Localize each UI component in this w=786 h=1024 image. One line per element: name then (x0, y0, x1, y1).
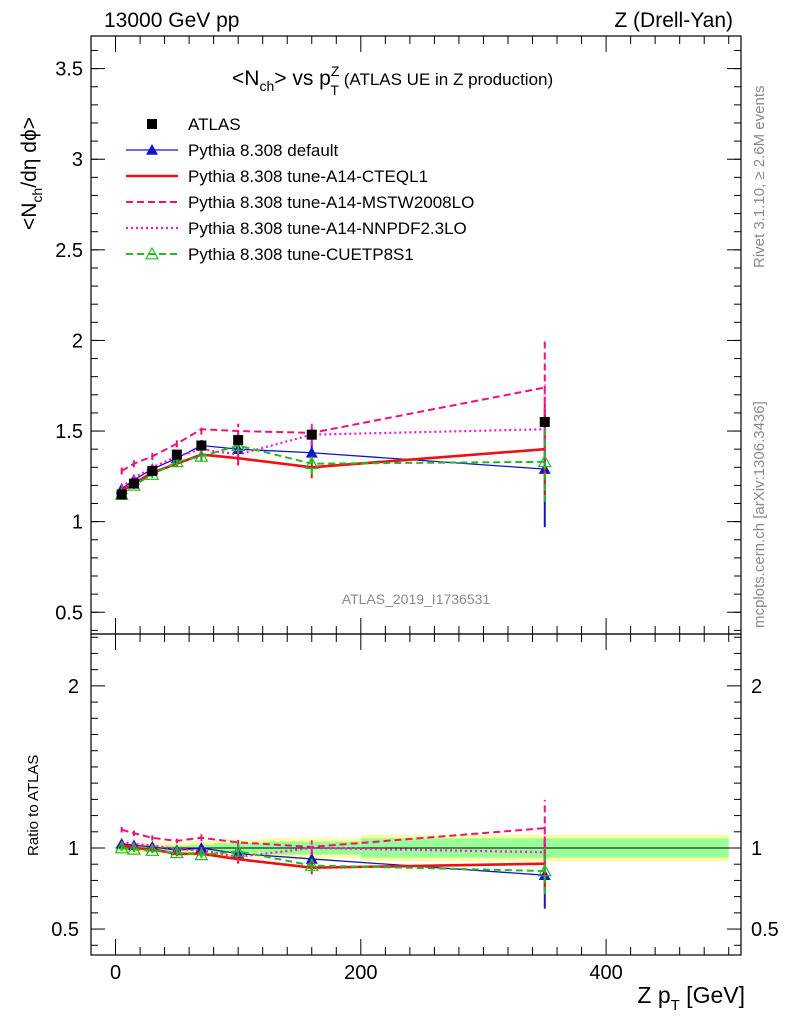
y-tick-label: 2.5 (55, 240, 83, 262)
data-point (233, 435, 244, 446)
ratio-panel: 0.5 0.5 1 1 2 2 0 200 400 (51, 633, 779, 984)
header-left: 13000 GeV pp (104, 9, 239, 32)
ratio-y-tick-label-right: 1 (751, 838, 762, 860)
ratio-y-tick-label: 0.5 (51, 919, 79, 941)
legend-label: Pythia 8.308 tune-A14-MSTW2008LO (188, 193, 474, 212)
legend-label: Pythia 8.308 tune-A14-CTEQL1 (188, 167, 428, 186)
legend-label: Pythia 8.308 tune-A14-NNPDF2.3LO (188, 219, 467, 238)
y-tick-label: 2 (72, 330, 83, 352)
series-line (121, 444, 545, 496)
ratio-frame (90, 633, 742, 956)
ratio-series-line (121, 841, 545, 859)
y-tick-label: 0.5 (55, 602, 83, 624)
ratio-series-line (121, 827, 545, 848)
series-point (304, 456, 319, 470)
y-tick-label: 1 (72, 512, 83, 534)
series-line (121, 428, 545, 489)
data-point (171, 449, 182, 460)
legend-marker (144, 246, 160, 260)
y-tick-label: 3.5 (55, 59, 83, 81)
ratio-y-tick-label: 1 (68, 838, 79, 860)
x-tick-label: 400 (589, 962, 622, 984)
x-axis-label: Z pT [GeV] (637, 982, 745, 1014)
x-tick-label: 0 (110, 962, 121, 984)
series-point (305, 446, 318, 458)
rivet-label: Rivet 3.1.10, ≥ 2.6M events (751, 86, 768, 269)
y-tick-label: 1.5 (55, 421, 83, 443)
series-line (121, 444, 545, 490)
x-tick-label: 200 (344, 962, 377, 984)
ratio-series-point (126, 842, 141, 855)
data-point (306, 429, 317, 440)
analysis-watermark: ATLAS_2019_I1736531 (342, 591, 491, 607)
chart-title: <Nch> vs pZ T (ATLAS UE in Z production) (232, 63, 553, 98)
ratio-series-point (537, 863, 552, 877)
data-point (539, 416, 550, 427)
data-point (128, 478, 139, 489)
ratio-y-tick-label: 2 (68, 676, 79, 698)
ratio-series-point (194, 847, 209, 861)
ratio-series-point (169, 845, 184, 859)
data-point (147, 465, 158, 476)
legend-marker-data (147, 119, 157, 129)
legend-label: Pythia 8.308 default (188, 141, 339, 160)
ratio-series-point (114, 840, 129, 854)
series-point (537, 454, 552, 468)
data-point (196, 440, 207, 451)
series-point (194, 449, 209, 462)
series-line (121, 386, 545, 472)
ratio-series-point (145, 843, 160, 856)
legend-label: Pythia 8.308 tune-CUETP8S1 (188, 245, 414, 264)
data-point (116, 489, 127, 500)
y-axis-label: <Nch/dη dϕ> (18, 117, 45, 230)
legend-marker (146, 144, 158, 155)
series-line (120, 447, 545, 492)
mcplots-label: mcplots.cern.ch [arXiv:1306.3436] (751, 401, 768, 628)
main-panel: 0.5 1 1.5 2 2.5 3 3.5 (55, 35, 742, 955)
ratio-y-tick-label-right: 0.5 (751, 919, 779, 941)
ratio-y-axis-label: Ratio to ATLAS (25, 755, 42, 856)
legend: ATLAS Pythia 8.308 default Pythia 8.308 tu… (126, 115, 474, 264)
ratio-y-tick-label-right: 2 (751, 676, 762, 698)
y-tick-label: 3 (72, 149, 83, 171)
ratio-series-point (304, 858, 319, 871)
series-point (169, 454, 184, 468)
legend-label-data: ATLAS (188, 115, 241, 134)
header-right: Z (Drell-Yan) (614, 9, 733, 32)
ratio-series-point (231, 844, 246, 857)
